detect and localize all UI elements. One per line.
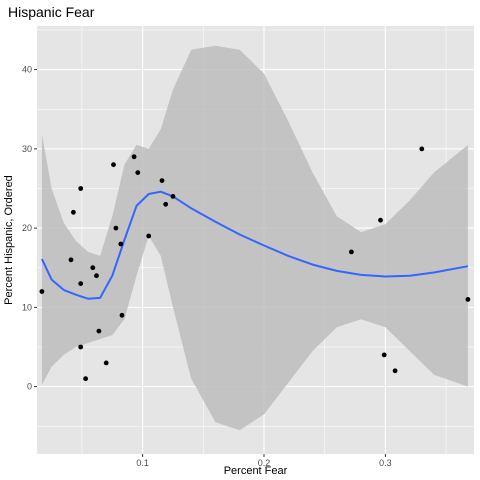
y-tick-label-2: 20 [22, 223, 32, 233]
confidence-ribbon [41, 45, 468, 431]
y-axis-title: Percent Hispanic, Ordered [3, 175, 15, 305]
y-tick-label-4: 40 [22, 65, 32, 75]
data-point-8 [94, 273, 99, 279]
data-point-6 [83, 376, 88, 382]
plot-panel [37, 26, 474, 454]
data-point-14 [119, 312, 125, 318]
data-point-1 [68, 257, 74, 263]
y-tick-label-0: 0 [27, 382, 32, 392]
data-point-20 [170, 194, 176, 199]
x-tick-label-1: 0.2 [258, 458, 271, 468]
data-point-12 [113, 225, 119, 231]
data-point-2 [71, 209, 76, 215]
y-tick-label-1: 10 [22, 302, 32, 312]
data-point-23 [381, 352, 387, 358]
y-tick-label-3: 30 [22, 144, 32, 154]
data-point-11 [111, 162, 116, 168]
data-point-25 [419, 146, 425, 152]
x-axis: 0.1 0.2 0.3 [136, 454, 392, 468]
data-point-0 [39, 289, 45, 294]
data-points [39, 146, 471, 382]
data-point-26 [465, 297, 471, 302]
data-point-10 [103, 360, 109, 366]
x-axis-title: Percent Fear [224, 465, 288, 477]
data-point-16 [135, 170, 141, 176]
x-tick-label-0: 0.1 [136, 458, 149, 468]
y-axis: 0 10 20 30 40 [22, 65, 37, 392]
data-point-7 [90, 265, 96, 271]
data-point-21 [349, 249, 354, 255]
chart-title: Hispanic Fear [8, 4, 95, 20]
x-tick-label-2: 0.3 [379, 458, 392, 468]
data-point-5 [78, 344, 84, 350]
data-point-3 [78, 281, 84, 286]
data-point-13 [118, 241, 124, 247]
data-point-18 [159, 178, 165, 184]
data-point-19 [163, 201, 169, 207]
data-point-22 [378, 217, 383, 223]
data-point-24 [392, 368, 398, 374]
data-point-17 [146, 233, 152, 239]
smooth-trend-line [40, 190, 469, 300]
data-point-9 [96, 328, 102, 334]
data-point-15 [131, 154, 137, 160]
data-point-4 [78, 186, 84, 191]
